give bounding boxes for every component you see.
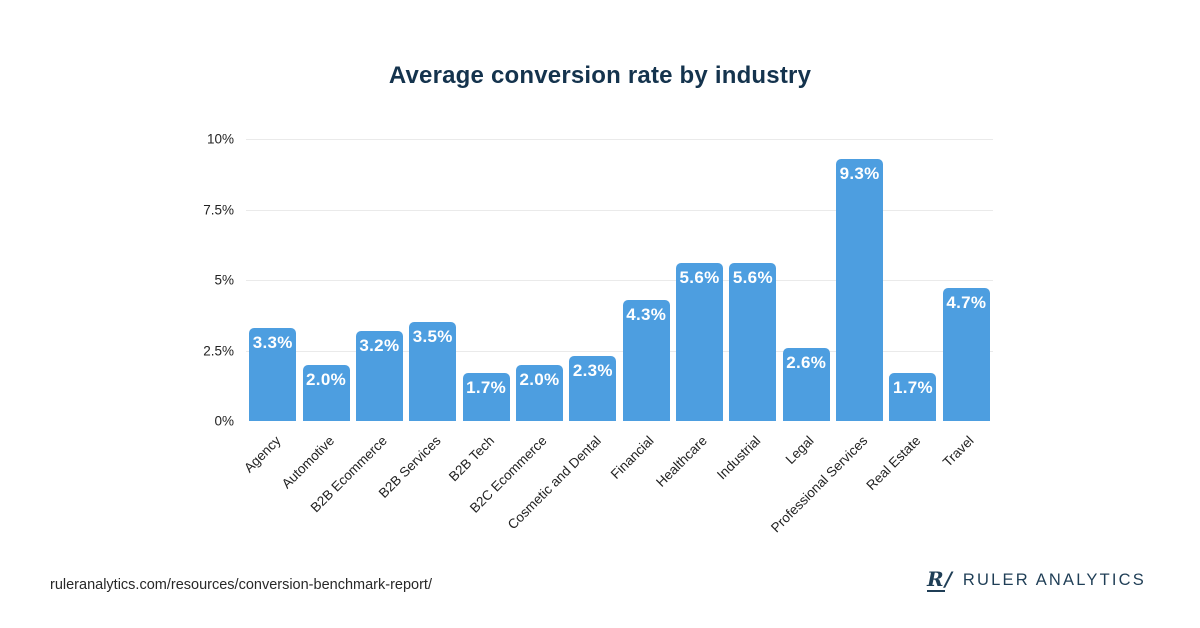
bar-healthcare: 5.6% — [676, 263, 724, 421]
y-axis-tick-label: 2.5% — [203, 343, 234, 358]
bar-value-label: 4.3% — [626, 304, 667, 324]
brand-name: RULER ANALYTICS — [962, 571, 1146, 589]
bar-value-label: 5.6% — [679, 268, 720, 288]
bar-value-label: 1.7% — [892, 378, 933, 398]
bar-b2c-ecommerce: 2.0% — [515, 364, 563, 421]
bar-value-label: 3.3% — [252, 332, 293, 352]
bar-b2b-ecommerce: 3.2% — [355, 330, 403, 421]
x-axis-label-travel: Travel — [940, 433, 977, 470]
brand-logo: R/ RULER ANALYTICS — [926, 567, 1146, 592]
y-axis-tick-label: 5% — [214, 272, 234, 288]
gridline — [246, 350, 993, 352]
bar-value-label: 2.0% — [519, 369, 560, 389]
bar-b2b-services: 3.5% — [409, 322, 457, 421]
bar-automotive: 2.0% — [302, 364, 350, 421]
x-axis-label-legal: Legal — [782, 433, 817, 467]
y-axis-tick-label: 7.5% — [203, 202, 234, 217]
y-axis-tick-label: 0% — [214, 413, 234, 429]
bar-professional-services: 9.3% — [836, 158, 884, 421]
logo-letter-r: R — [926, 567, 945, 592]
bar-agency: 3.3% — [249, 327, 297, 421]
bar-value-label: 1.7% — [466, 378, 507, 398]
y-axis-tick-label: 10% — [206, 131, 234, 147]
bar-value-label: 9.3% — [839, 163, 880, 183]
x-axis-label-cosmetic-and-dental: Cosmetic and Dental — [504, 433, 604, 533]
bar-financial: 4.3% — [622, 299, 670, 421]
x-axis-label-healthcare: Healthcare — [653, 433, 711, 490]
gridline — [246, 280, 993, 281]
bar-value-label: 3.2% — [359, 335, 400, 355]
bar-legal: 2.6% — [782, 347, 830, 421]
ruler-logo-icon: R/ — [926, 567, 952, 592]
x-axis-label-professional-services: Professional Services — [767, 433, 871, 536]
logo-slash: / — [944, 567, 952, 591]
bar-industrial: 5.6% — [729, 263, 777, 421]
x-axis-label-financial: Financial — [607, 433, 657, 482]
bar-cosmetic-and-dental: 2.3% — [569, 356, 617, 421]
bar-value-label: 4.7% — [946, 293, 987, 313]
plot-area: 0% 2.5% 5% 7.5% 10% 3.3% Agency 2.0% Automotive 3… — [203, 132, 993, 535]
chart-title: Average conversion rate by industry — [388, 62, 812, 89]
bar-value-label: 2.6% — [786, 352, 827, 372]
gridline — [246, 139, 993, 140]
bar-b2b-tech: 1.7% — [462, 373, 510, 421]
x-axis-label-agency: Agency — [240, 433, 284, 476]
bar-travel: 4.7% — [942, 288, 990, 421]
gridline — [246, 209, 993, 211]
x-axis-label-b2b-tech: B2B Tech — [445, 433, 497, 485]
bar-value-label: 2.0% — [306, 369, 346, 389]
source-url: ruleranalytics.com/resources/conversion-… — [50, 577, 432, 593]
bar-value-label: 5.6% — [732, 268, 773, 288]
x-axis-label-industrial: Industrial — [714, 433, 764, 483]
bar-value-label: 3.5% — [412, 327, 453, 347]
x-axis-label-real-estate: Real Estate — [863, 433, 924, 493]
bar-real-estate: 1.7% — [889, 373, 937, 421]
bar-value-label: 2.3% — [572, 361, 613, 381]
